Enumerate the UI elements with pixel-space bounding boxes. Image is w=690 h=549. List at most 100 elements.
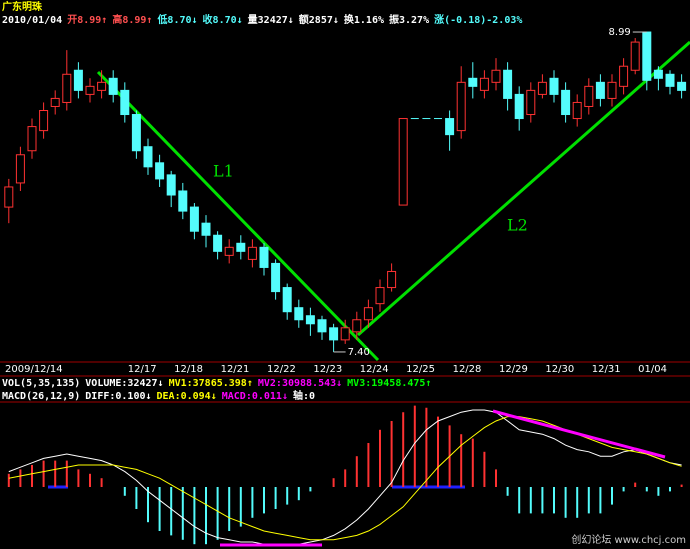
x-tick-label: 12/22 (267, 364, 296, 375)
candle-body (491, 69, 501, 83)
annotation: 8.99 (609, 27, 631, 38)
x-tick-label: 12/28 (453, 364, 482, 375)
candle-body (247, 246, 257, 260)
x-tick-label: 12/31 (592, 364, 621, 375)
candle-body (537, 81, 547, 95)
candle-body (259, 246, 269, 268)
macd-field: DIFF:0.100↓ (85, 391, 152, 402)
x-tick-label: 12/24 (360, 364, 389, 375)
candle-body (526, 89, 536, 116)
x-tick-label: 12/23 (313, 364, 342, 375)
candle-body (642, 31, 652, 81)
candle-body (549, 77, 559, 95)
stock-name: 广东明珠 (2, 2, 42, 13)
x-tick-label: 12/29 (499, 364, 528, 375)
x-tick-label: 12/21 (221, 364, 250, 375)
candle-body (4, 186, 14, 208)
quote-field: 振3.27% (389, 15, 430, 26)
x-tick-label: 01/04 (638, 364, 667, 375)
quote-field: 高8.99↑ (112, 15, 153, 26)
candle-body (340, 327, 350, 341)
candle-body (479, 77, 489, 91)
candle-body (282, 287, 292, 313)
candle-body (363, 307, 373, 321)
candle-body (503, 69, 513, 99)
candle-body (561, 89, 571, 116)
macd-line (8, 409, 682, 545)
candle-body (50, 97, 60, 107)
candle-body (572, 101, 582, 120)
macd-row: MACD(26,12,9) DIFF:0.100↓ DEA:0.094↓ MACD:0… (2, 390, 320, 403)
vol-field: MV1:37865.398↑ (168, 378, 253, 389)
macd-field: MACD:0.011↓ (221, 391, 288, 402)
quote-field: 涨(-0.18)-2.03% (434, 15, 523, 26)
candle-body (213, 234, 223, 252)
macd-field: DEA:0.094↓ (156, 391, 217, 402)
candle-body (595, 81, 605, 99)
candle-body (271, 262, 281, 293)
trend-line (96, 70, 380, 362)
candle-body (73, 69, 83, 91)
candle-body (375, 287, 385, 305)
trend-label: L1 (213, 162, 234, 181)
candle-body (630, 41, 640, 71)
candle-body (653, 69, 663, 79)
candle-body (15, 154, 25, 184)
candle-body (178, 190, 188, 212)
candle-body (329, 327, 339, 341)
candle-body (456, 81, 466, 132)
x-tick-label: 2009/12/14 (5, 364, 63, 375)
candle-body (224, 246, 234, 256)
candle-body (166, 174, 176, 196)
candle-body (514, 93, 524, 120)
candle-body (584, 85, 594, 107)
macd-layer (7, 405, 683, 545)
trend-line (357, 40, 690, 337)
candle-body (294, 307, 304, 321)
macd-field: 轴:0 (292, 391, 316, 402)
candle-body (619, 65, 629, 87)
x-tick-label: 12/18 (174, 364, 203, 375)
vol-field: VOL(5,35,135) (2, 378, 81, 389)
trend-label: L2 (507, 216, 528, 235)
quote-field: 量32427↓ (247, 15, 294, 26)
candle-body (468, 77, 478, 87)
candle-body (85, 85, 95, 95)
quote-field: 收8.70↓ (202, 15, 243, 26)
candle-body (27, 126, 37, 152)
candle-body (189, 206, 199, 232)
candle-body (108, 77, 118, 95)
candle-body (607, 81, 617, 99)
candle-body (155, 162, 165, 180)
candle-body (143, 146, 153, 168)
candle-body (305, 315, 315, 325)
x-tick-label: 12/25 (406, 364, 435, 375)
candle-body (131, 114, 141, 152)
candle-body (387, 270, 397, 289)
candle-body (665, 73, 675, 87)
candle-body (352, 319, 362, 333)
macd-field: MACD(26,12,9) (2, 391, 81, 402)
candle-body (97, 81, 107, 91)
candle-body (62, 73, 72, 103)
candle-body (677, 81, 687, 91)
candle-body (236, 242, 246, 252)
vol-field: VOLUME:32427↓ (85, 378, 164, 389)
x-tick-label: 12/17 (128, 364, 157, 375)
quote-row: 2010/01/04 开8.99↑ 高8.99↑ 低8.70↓ 收8.70↓ 量32427… (2, 14, 527, 27)
x-tick-label: 12/30 (545, 364, 574, 375)
candle-body (398, 118, 408, 206)
candle-body (317, 319, 327, 333)
divergence-line (492, 409, 666, 459)
watermark: 创幻论坛 www.chcj.com (571, 533, 686, 546)
quote-field: 低8.70↓ (157, 15, 198, 26)
candle-body (120, 89, 130, 116)
candle-body (39, 109, 49, 132)
quote-field: 开8.99↑ (67, 15, 108, 26)
header-row: 广东明珠 (2, 1, 47, 14)
vol-field: MV2:30988.543↓ (257, 378, 343, 389)
candle-body (445, 118, 455, 136)
annotation: 7.40 (348, 347, 370, 358)
